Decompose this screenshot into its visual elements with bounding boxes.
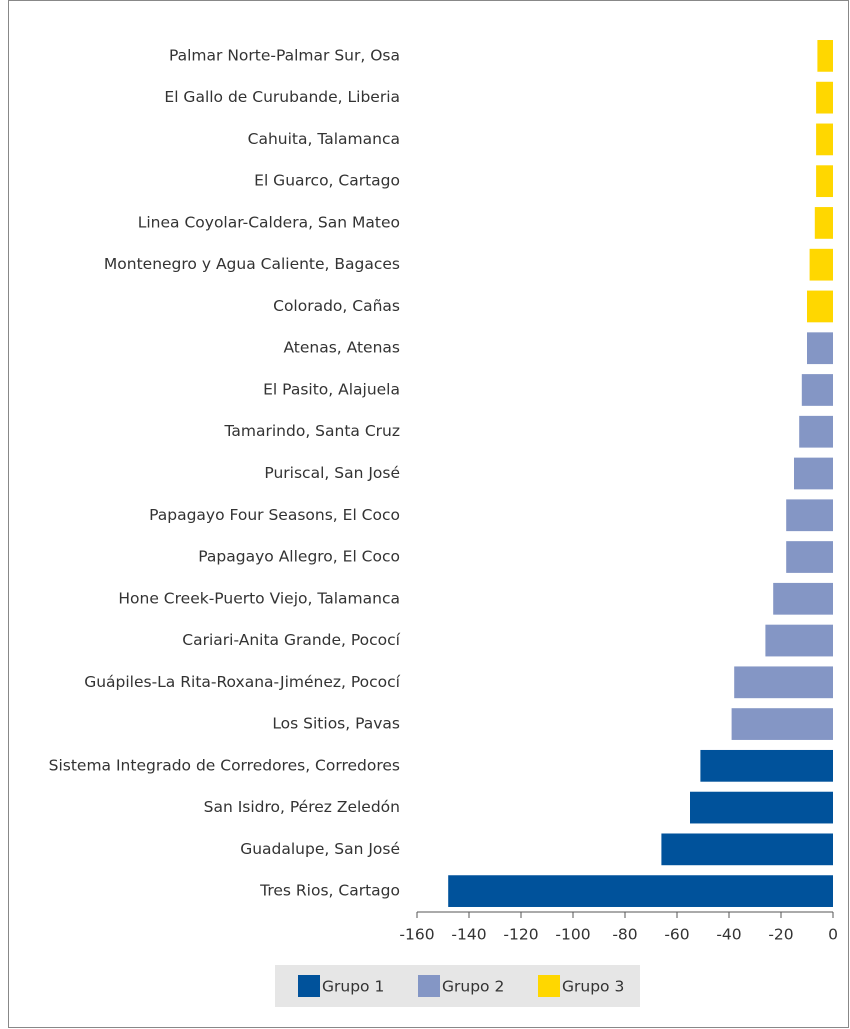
bar bbox=[786, 541, 833, 573]
x-tick-label: -100 bbox=[555, 926, 590, 944]
bar bbox=[816, 165, 833, 198]
y-tick-label: Cariari-Anita Grande, Pococí bbox=[182, 631, 400, 649]
x-tick-label: -20 bbox=[768, 926, 793, 944]
y-tick-label: Montenegro y Agua Caliente, Bagaces bbox=[104, 255, 400, 273]
bar bbox=[765, 624, 833, 657]
x-tick-label: -140 bbox=[451, 926, 486, 944]
bar bbox=[786, 499, 833, 532]
legend-swatch bbox=[538, 975, 560, 997]
legend-box bbox=[275, 965, 640, 1007]
y-tick-label: Guápiles-La Rita-Roxana-Jiménez, Pococí bbox=[84, 673, 400, 691]
y-tick-label: Tres Rios, Cartago bbox=[259, 882, 400, 900]
y-tick-label: Puriscal, San José bbox=[264, 464, 400, 482]
y-tick-label: Sistema Integrado de Corredores, Corredo… bbox=[49, 756, 400, 774]
legend-swatch bbox=[298, 975, 320, 997]
bar bbox=[700, 749, 833, 782]
bar bbox=[794, 457, 833, 490]
y-tick-label: Cahuita, Talamanca bbox=[248, 130, 400, 148]
legend-label: Grupo 3 bbox=[562, 978, 624, 996]
y-tick-label: Colorado, Cañas bbox=[273, 297, 400, 315]
bar bbox=[816, 81, 833, 114]
y-tick-label: Papagayo Four Seasons, El Coco bbox=[149, 506, 400, 524]
legend-swatch bbox=[418, 975, 440, 997]
y-tick-label: San Isidro, Pérez Zeledón bbox=[204, 798, 400, 816]
bar bbox=[799, 415, 833, 448]
y-tick-label: El Pasito, Alajuela bbox=[263, 380, 400, 398]
bar bbox=[661, 833, 833, 866]
frame bbox=[8, 0, 849, 1028]
y-tick-label: Palmar Norte-Palmar Sur, Osa bbox=[169, 46, 400, 64]
y-tick-label: Linea Coyolar-Caldera, San Mateo bbox=[138, 213, 400, 231]
legend-label: Grupo 2 bbox=[442, 978, 504, 996]
x-tick-label: -120 bbox=[503, 926, 538, 944]
bar bbox=[817, 40, 833, 72]
bar bbox=[801, 374, 833, 406]
y-tick-label: Guadalupe, San José bbox=[240, 840, 400, 858]
bar bbox=[809, 248, 833, 281]
y-tick-label: Atenas, Atenas bbox=[283, 339, 400, 357]
bar bbox=[690, 791, 833, 824]
bar bbox=[816, 123, 833, 156]
x-tick-label: -40 bbox=[716, 926, 741, 944]
x-tick-label: 0 bbox=[828, 926, 838, 944]
y-tick-label: Los Sitios, Pavas bbox=[272, 715, 400, 733]
bar bbox=[731, 708, 833, 740]
bar bbox=[773, 582, 833, 615]
y-tick-label: Tamarindo, Santa Cruz bbox=[224, 422, 401, 440]
y-tick-label: Hone Creek-Puerto Viejo, Talamanca bbox=[118, 589, 400, 607]
bar bbox=[448, 875, 833, 907]
bar bbox=[807, 332, 833, 365]
bar bbox=[807, 290, 833, 323]
x-tick-label: -80 bbox=[612, 926, 637, 944]
y-tick-label: Papagayo Allegro, El Coco bbox=[198, 548, 400, 566]
y-tick-label: El Gallo de Curubande, Liberia bbox=[164, 88, 400, 106]
x-tick-label: -160 bbox=[399, 926, 434, 944]
bar bbox=[814, 207, 833, 239]
y-tick-label: El Guarco, Cartago bbox=[254, 172, 400, 190]
bar bbox=[734, 666, 833, 699]
legend-label: Grupo 1 bbox=[322, 978, 384, 996]
x-tick-label: -60 bbox=[664, 926, 689, 944]
